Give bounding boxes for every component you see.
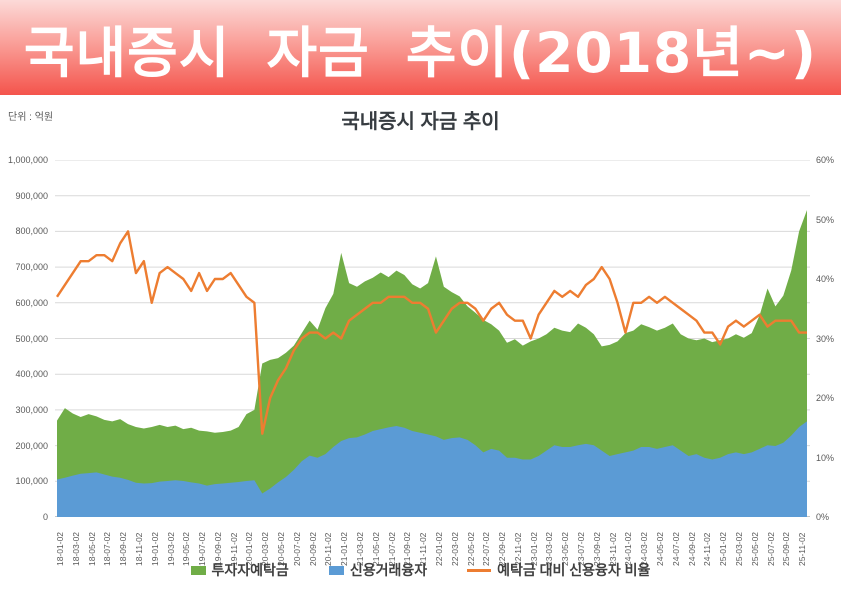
y-right-tick-label: 20% bbox=[816, 393, 835, 403]
deposits-area bbox=[57, 209, 807, 517]
credit-area bbox=[57, 421, 807, 517]
y-right-tick-label: 0% bbox=[816, 512, 830, 522]
y-right-tick-label: 50% bbox=[816, 214, 835, 225]
y-left-tick-label: 0 bbox=[42, 512, 48, 522]
legend-label-ratio: 예탁금 대비 신용융자 비율 bbox=[497, 562, 651, 578]
chart-title: 국내증시 자금 추이 bbox=[341, 111, 500, 133]
unit-label: 단위 : 억원 bbox=[8, 112, 54, 123]
y-left-tick-label: 800,000 bbox=[15, 226, 48, 237]
legend-item-credit: 신용거래융자 bbox=[328, 560, 428, 580]
y-right-tick-label: 60% bbox=[816, 155, 835, 165]
y-left-tick-label: 900,000 bbox=[15, 190, 48, 201]
y-left-tick-label: 600,000 bbox=[15, 297, 48, 308]
y-left-tick-label: 1,000,000 bbox=[7, 155, 48, 165]
y-left-tick-label: 500,000 bbox=[15, 333, 48, 344]
banner-title: 국내증시 자금 추이(2018년~) bbox=[23, 20, 818, 85]
y-left-tick-label: 300,000 bbox=[15, 404, 48, 415]
legend-label-credit: 신용거래융자 bbox=[349, 562, 428, 578]
y-left-tick-label: 200,000 bbox=[15, 440, 48, 451]
y-right-tick-label: 40% bbox=[816, 274, 835, 284]
y-left-tick-label: 400,000 bbox=[15, 369, 48, 380]
legend: 투자자예탁금 신용거래융자 예탁금 대비 신용융자 비율 bbox=[0, 560, 841, 580]
ratio-line bbox=[56, 230, 807, 435]
ratio-line-icon bbox=[467, 568, 492, 572]
credit-swatch-icon bbox=[328, 565, 344, 575]
legend-label-deposits: 투자자예탁금 bbox=[211, 562, 289, 578]
page-banner: 국내증시 자금 추이(2018년~) bbox=[0, 0, 841, 95]
y-left-tick-label: 100,000 bbox=[15, 476, 48, 487]
legend-item-ratio: 예탁금 대비 신용융자 비율 bbox=[467, 560, 650, 580]
y-left-tick-label: 700,000 bbox=[15, 262, 48, 273]
legend-item-deposits: 투자자예탁금 bbox=[190, 560, 289, 580]
deposits-swatch-icon bbox=[190, 565, 206, 575]
plot-svg bbox=[55, 160, 810, 517]
y-right-tick-label: 30% bbox=[816, 333, 835, 344]
y-right-tick-label: 10% bbox=[816, 452, 835, 463]
